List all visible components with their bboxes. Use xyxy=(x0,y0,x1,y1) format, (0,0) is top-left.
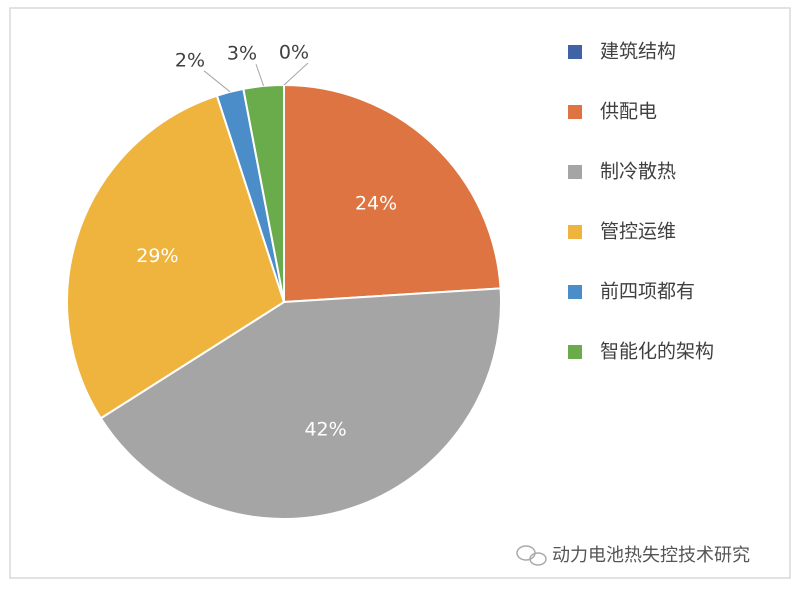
legend-swatch xyxy=(568,105,582,119)
legend-label: 制冷散热 xyxy=(600,161,676,183)
data-label: 42% xyxy=(304,418,346,440)
data-label: 2% xyxy=(175,49,205,71)
data-label: 3% xyxy=(227,43,257,65)
legend-swatch xyxy=(568,45,582,59)
legend-swatch xyxy=(568,165,582,179)
legend-label: 前四项都有 xyxy=(600,281,695,303)
legend-label: 供配电 xyxy=(600,101,657,123)
legend-swatch xyxy=(568,285,582,299)
data-label: 24% xyxy=(355,192,397,214)
data-label: 0% xyxy=(279,42,309,64)
leader-line xyxy=(203,70,231,93)
legend-label: 建筑结构 xyxy=(600,41,676,63)
pie-slice xyxy=(66,94,286,420)
pie-slice xyxy=(99,287,502,520)
watermark: 动力电池热失控技术研究 xyxy=(552,545,750,566)
pie-slice xyxy=(283,83,502,304)
legend-swatch xyxy=(568,225,582,239)
leader-line xyxy=(283,62,309,86)
legend-swatch xyxy=(568,345,582,359)
leader-line xyxy=(255,63,265,87)
legend-label: 智能化的架构 xyxy=(600,341,714,363)
watermark-icon xyxy=(516,545,547,566)
data-label: 29% xyxy=(136,245,178,267)
legend-label: 管控运维 xyxy=(600,221,676,243)
